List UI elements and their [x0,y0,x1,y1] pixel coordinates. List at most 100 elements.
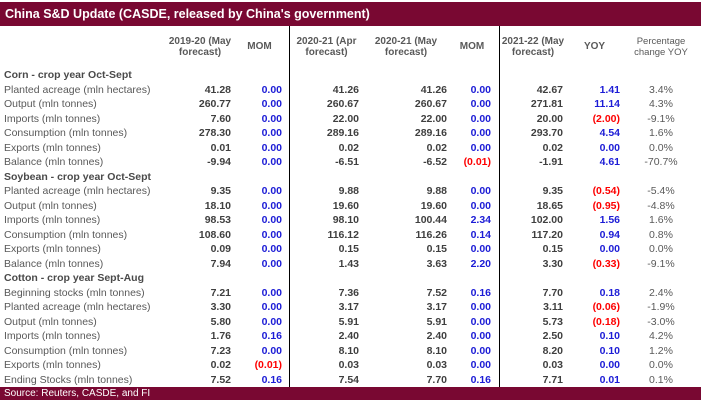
cell-value: 0.1% [649,373,673,386]
col-header-2021-22-may: 2021-22 (May forecast) [501,35,565,59]
cell-value: 4.61 [599,156,620,168]
cell-value: 0.00 [261,98,282,110]
cell-value: 1.56 [599,214,620,226]
row-label: Output (mln tonnes) [4,315,97,328]
row-label: Imports (mln tonnes) [4,214,101,226]
row-label: Balance (mln tonnes) [4,156,104,168]
cell-value: 19.60 [332,199,359,212]
cell-value: 0.02 [338,141,359,154]
cell-value: 3.4% [649,83,673,96]
col-header-yoy: YOY [583,41,606,53]
cell-value: 7.70 [542,286,563,299]
cell-value: 102.00 [530,214,563,226]
row-label: Exports (mln tonnes) [4,243,101,255]
cell-value: 0.00 [470,199,491,212]
section-header-row: Corn - crop year Oct-Sept [0,68,699,83]
cell-value: 3.11 [543,301,563,313]
cell-value: 5.80 [210,315,231,328]
cell-value: 0.00 [261,257,282,270]
cell-value: 1.6% [649,127,673,139]
cell-value: 0.02 [210,359,231,371]
cell-value: 18.65 [536,199,563,212]
cell-value: 8.20 [542,344,563,357]
cell-value: 108.60 [198,228,231,241]
cell-value: 0.0% [649,243,673,255]
table-row: Planted acreage (mln hectares) 41.28 0.00 4… [0,83,699,98]
cell-value: 0.00 [470,359,491,371]
cell-value: 1.6% [649,214,673,226]
cell-value: 22.00 [420,112,447,125]
cell-value: 289.16 [326,127,359,139]
cell-value: 7.94 [210,257,231,270]
section-header-row: Cotton - crop year Sept-Aug [0,271,699,286]
row-label: Consumption (mln tonnes) [4,127,128,139]
cell-value: 3.30 [210,301,231,313]
cell-value: 8.10 [338,344,359,357]
column-divider-2 [499,26,500,387]
cell-value: 3.63 [426,257,447,270]
cell-value: (0.01) [463,156,491,168]
cell-value: 0.01 [599,373,620,386]
cell-value: -6.52 [423,156,447,168]
cell-value: 0.00 [261,83,282,96]
cell-value: 293.70 [530,127,563,139]
table-row: Consumption (mln tonnes) 278.30 0.00 289.16… [0,126,699,141]
cell-value: 20.00 [536,112,563,125]
cell-value: 8.10 [426,344,447,357]
cell-value: 7.52 [426,286,447,299]
cell-value: 0.00 [599,359,620,371]
cell-value: 0.00 [261,286,282,299]
table-row: Exports (mln tonnes) 0.01 0.00 0.02 0.02 0.00… [0,141,699,156]
cell-value: 0.00 [261,156,282,168]
cell-value: 0.00 [470,98,491,110]
report-title-bar: China S&D Update (CASDE, released by Chi… [0,2,701,26]
cell-value: 7.21 [210,286,231,299]
row-label: Imports (mln tonnes) [4,330,101,342]
cell-value: 2.4% [649,286,673,299]
cell-value: 0.00 [261,185,282,197]
cell-value: 7.54 [338,373,359,386]
cell-value: 0.00 [261,243,282,255]
cell-value: 0.03 [338,359,359,371]
row-label: Consumption (mln tonnes) [4,344,128,357]
cell-value: 0.16 [261,330,282,342]
cell-value: 0.00 [470,127,491,139]
cell-value: 41.28 [204,83,231,96]
cell-value: 98.10 [332,214,359,226]
section-title: Cotton - crop year Sept-Aug [4,272,145,284]
cell-value: 260.77 [198,98,231,110]
row-label: Exports (mln tonnes) [4,359,101,371]
cell-value: 9.88 [338,185,359,197]
cell-value: 7.60 [210,112,231,125]
cell-value: 0.00 [470,141,491,154]
cell-value: 0.00 [599,243,620,255]
cell-value: 5.91 [426,315,447,328]
cell-value: 0.0% [649,141,673,154]
col-header-2020-21-apr: 2020-21 (Apr forecast) [296,35,357,59]
cell-value: 4.2% [649,330,673,342]
cell-value: 0.02 [426,141,447,154]
cell-value: 0.00 [261,127,282,139]
table-row: Ending Stocks (mln tonnes) 7.52 0.16 7.54 7.… [0,373,699,388]
cell-value: 0.16 [470,373,491,386]
source-bar: Source: Reuters, CASDE, and FI [0,387,701,400]
col-header-mom-1: MOM [247,41,272,53]
table-row: Consumption (mln tonnes) 108.60 0.00 116.12… [0,228,699,243]
cell-value: 41.26 [420,83,447,96]
cell-value: 117.20 [531,228,563,241]
column-divider-1 [289,26,290,387]
source-text: Source: Reuters, CASDE, and FI [4,388,151,399]
cell-value: 42.67 [536,83,563,96]
cell-value: 9.88 [426,185,447,197]
row-label: Beginning stocks (mln tonnes) [4,286,145,299]
cell-value: 0.16 [470,286,491,299]
cell-value: 271.81 [530,98,563,110]
cell-value: 289.16 [414,127,447,139]
cell-value: 2.20 [470,257,491,270]
cell-value: 9.35 [542,185,563,197]
col-header-2020-21-may: 2020-21 (May forecast) [374,35,438,59]
cell-value: 0.00 [470,315,491,328]
col-header-pct-change-yoy: Percentage change YOY [634,35,688,59]
col-header-mom-2: MOM [459,41,485,53]
